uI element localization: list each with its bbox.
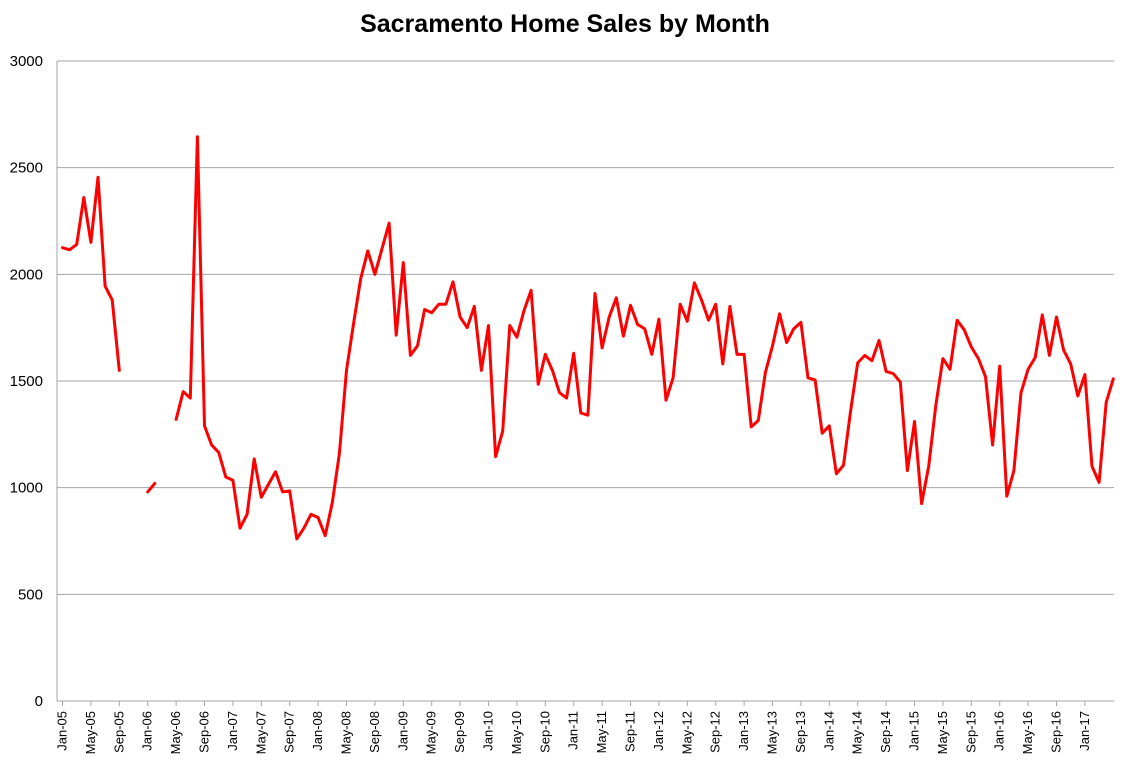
y-tick-label: 3000	[10, 53, 43, 70]
x-tick-label: May-11	[594, 711, 609, 753]
x-tick-label: Jan-08	[310, 711, 325, 751]
x-tick-label: Sep-14	[878, 711, 893, 753]
y-tick-label: 0	[35, 693, 43, 710]
x-tick-label: Jan-13	[736, 711, 751, 751]
x-tick-label: Sep-10	[537, 711, 552, 753]
x-tick-label: Sep-08	[367, 711, 382, 753]
x-tick-label: Sep-16	[1049, 711, 1064, 753]
x-tick-label: May-08	[339, 711, 354, 754]
x-tick-label: Jan-17	[1077, 711, 1092, 751]
x-tick-label: Jan-15	[907, 711, 922, 751]
x-tick-label: May-12	[679, 711, 694, 754]
x-tick-label: Sep-07	[282, 711, 297, 753]
series-line	[61, 135, 1115, 541]
chart-title: Sacramento Home Sales by Month	[360, 10, 770, 38]
x-tick-label: May-10	[509, 711, 524, 754]
x-tick-label: Jan-12	[651, 711, 666, 751]
x-tick-label: Sep-06	[197, 711, 212, 753]
series	[61, 135, 1115, 541]
y-tick-label: 2500	[10, 160, 43, 177]
x-tick-label: Sep-09	[452, 711, 467, 753]
axes	[56, 61, 1114, 706]
x-tick-label: May-14	[850, 711, 865, 754]
x-tick-label: Jan-14	[821, 711, 836, 751]
x-tick-label: Sep-11	[623, 711, 638, 752]
x-tick-label: Jan-06	[140, 711, 155, 751]
x-tick-label: May-06	[168, 711, 183, 754]
x-tick-label: May-05	[83, 711, 98, 754]
x-tick-label: May-07	[253, 711, 268, 754]
x-tick-label: May-16	[1020, 711, 1035, 754]
x-tick-label: Jan-05	[55, 711, 70, 751]
x-tick-label: May-15	[935, 711, 950, 754]
y-axis-tick-labels: 0 500 1000 1500 2000 2500 3000	[10, 53, 43, 710]
x-tick-label: Jan-07	[225, 711, 240, 751]
y-tick-label: 500	[18, 586, 43, 603]
x-tick-label: May-09	[424, 711, 439, 754]
y-tick-label: 2000	[10, 266, 43, 283]
y-tick-label: 1000	[10, 480, 43, 497]
x-tick-label: Sep-12	[708, 711, 723, 753]
y-tick-label: 1500	[10, 373, 43, 390]
x-tick-label: Sep-05	[111, 711, 126, 753]
x-tick-label: Jan-11	[566, 711, 581, 750]
x-tick-label: Sep-13	[793, 711, 808, 753]
x-tick-label: Jan-09	[395, 711, 410, 751]
x-axis-tick-labels: Jan-05 May-05 Sep-05 Jan-06 May-06 Sep-06 Jan-…	[55, 711, 1092, 754]
x-tick-label: Jan-10	[481, 711, 496, 751]
x-tick-label: Jan-16	[992, 711, 1007, 751]
x-tick-label: Sep-15	[963, 711, 978, 753]
x-tick-label: May-13	[765, 711, 780, 754]
